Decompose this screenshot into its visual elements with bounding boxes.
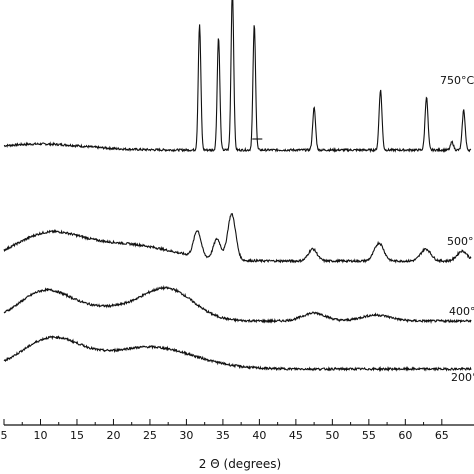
x-tick-label: 5: [1, 429, 8, 442]
x-axis-title: 2 Θ (degrees): [199, 457, 281, 471]
x-axis: 5 10 15 20 25 30 35 40 45 50 55 60 65: [1, 419, 474, 442]
x-tick-label: 50: [325, 429, 339, 442]
x-axis-ticks: 5 10 15 20 25 30 35 40 45 50 55 60 65: [1, 419, 449, 442]
series-line-1: [3, 213, 472, 264]
x-tick-label: 55: [362, 429, 376, 442]
x-tick-label: 45: [289, 429, 303, 442]
x-tick-label: 65: [435, 429, 449, 442]
series-label-2: 400°C: [449, 305, 474, 318]
x-tick-label: 40: [252, 429, 266, 442]
x-tick-label: 35: [216, 429, 230, 442]
series-line-0: [3, 0, 472, 154]
series-label-0: 750°C: [440, 74, 474, 87]
x-tick-label: 60: [398, 429, 412, 442]
series-group: [3, 0, 472, 373]
series-label-1: 500°C: [447, 235, 474, 248]
series-line-2: [3, 285, 472, 324]
series-line-3: [3, 335, 472, 373]
x-tick-label: 30: [179, 429, 193, 442]
x-tick-label: 15: [70, 429, 84, 442]
series-label-3: 200°: [451, 371, 474, 384]
x-tick-label: 20: [106, 429, 120, 442]
series-label-group: 750°C 500°C 400°C 200°: [440, 74, 474, 384]
x-tick-label: 25: [143, 429, 157, 442]
x-tick-label: 10: [33, 429, 47, 442]
